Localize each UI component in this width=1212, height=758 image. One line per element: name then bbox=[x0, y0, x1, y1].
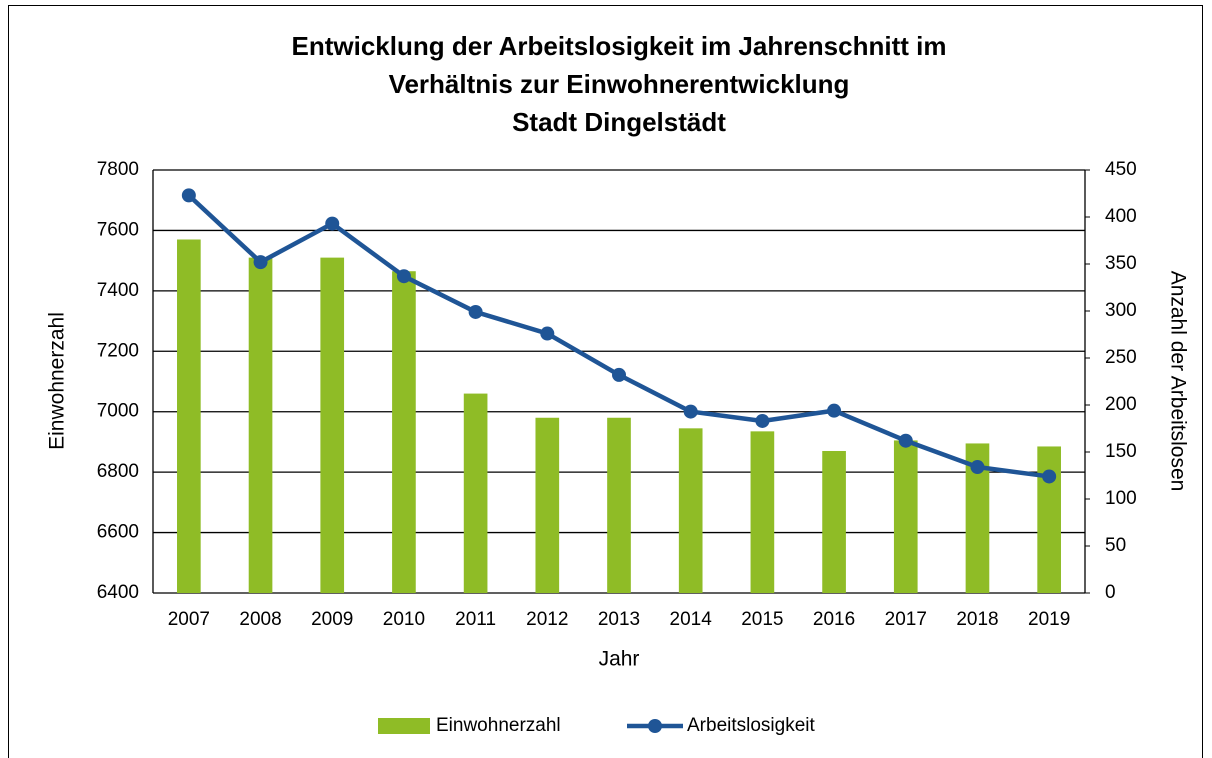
y-tick-label: 7200 bbox=[97, 340, 139, 361]
bar bbox=[392, 271, 416, 593]
bar bbox=[822, 451, 846, 593]
y-tick-label: 6600 bbox=[97, 522, 139, 543]
y2-tick-label: 350 bbox=[1105, 253, 1137, 274]
line-marker bbox=[254, 255, 268, 269]
bar bbox=[464, 394, 488, 593]
x-tick-label: 2019 bbox=[1028, 609, 1070, 630]
y2-tick-label: 450 bbox=[1105, 159, 1137, 180]
line-marker bbox=[612, 368, 626, 382]
legend-swatch-marker bbox=[648, 719, 662, 733]
line-marker bbox=[827, 404, 841, 418]
line-marker bbox=[325, 217, 339, 231]
y-tick-label: 7800 bbox=[97, 159, 139, 180]
line-marker bbox=[540, 327, 554, 341]
bar bbox=[320, 258, 344, 593]
chart-title: Stadt Dingelstädt bbox=[512, 107, 726, 137]
y-tick-label: 7600 bbox=[97, 219, 139, 240]
y-tick-label: 6800 bbox=[97, 461, 139, 482]
bar bbox=[1037, 446, 1061, 593]
line-marker bbox=[899, 434, 913, 448]
line-marker bbox=[469, 305, 483, 319]
x-tick-label: 2010 bbox=[383, 609, 425, 630]
y2-axis-title: Anzahl der Arbeitslosen bbox=[1166, 271, 1189, 492]
line-marker bbox=[182, 188, 196, 202]
legend-swatch bbox=[378, 718, 430, 734]
bar bbox=[249, 258, 273, 593]
chart: Entwicklung der Arbeitslosigkeit im Jahr… bbox=[0, 0, 1212, 758]
bar bbox=[894, 440, 918, 593]
x-tick-label: 2013 bbox=[598, 609, 640, 630]
line-marker bbox=[970, 460, 984, 474]
x-axis-title: Jahr bbox=[599, 648, 640, 671]
line-marker bbox=[755, 414, 769, 428]
y2-tick-label: 150 bbox=[1105, 441, 1137, 462]
y2-tick-label: 100 bbox=[1105, 488, 1137, 509]
legend-label: Einwohnerzahl bbox=[436, 715, 561, 736]
y-tick-label: 7400 bbox=[97, 280, 139, 301]
x-tick-label: 2014 bbox=[670, 609, 713, 630]
line-marker bbox=[1042, 469, 1056, 483]
y2-tick-label: 400 bbox=[1105, 206, 1137, 227]
bar bbox=[679, 428, 703, 593]
y2-tick-label: 0 bbox=[1105, 582, 1116, 603]
x-tick-label: 2011 bbox=[455, 609, 496, 630]
page: {"chart_data": { "type": "bar-line", "ti… bbox=[0, 0, 1212, 758]
x-tick-label: 2012 bbox=[526, 609, 568, 630]
x-tick-label: 2008 bbox=[239, 609, 281, 630]
bar bbox=[177, 239, 201, 593]
x-tick-label: 2018 bbox=[956, 609, 998, 630]
x-tick-label: 2017 bbox=[885, 609, 927, 630]
y-axis-title: Einwohnerzahl bbox=[46, 312, 69, 450]
x-tick-label: 2016 bbox=[813, 609, 855, 630]
x-tick-label: 2007 bbox=[168, 609, 210, 630]
line-marker bbox=[684, 405, 698, 419]
x-tick-label: 2015 bbox=[741, 609, 783, 630]
legend-label: Arbeitslosigkeit bbox=[687, 715, 815, 736]
chart-title: Entwicklung der Arbeitslosigkeit im Jahr… bbox=[292, 31, 947, 61]
bar bbox=[751, 431, 775, 593]
bar bbox=[607, 418, 631, 593]
bar bbox=[535, 418, 559, 593]
line-marker bbox=[397, 269, 411, 283]
y-tick-label: 6400 bbox=[97, 582, 139, 603]
x-tick-label: 2009 bbox=[311, 609, 353, 630]
y2-tick-label: 300 bbox=[1105, 300, 1137, 321]
chart-title: Verhältnis zur Einwohnerentwicklung bbox=[389, 69, 850, 99]
y2-tick-label: 200 bbox=[1105, 394, 1137, 415]
y-tick-label: 7000 bbox=[97, 401, 139, 422]
y2-tick-label: 250 bbox=[1105, 347, 1137, 368]
y2-tick-label: 50 bbox=[1105, 535, 1126, 556]
